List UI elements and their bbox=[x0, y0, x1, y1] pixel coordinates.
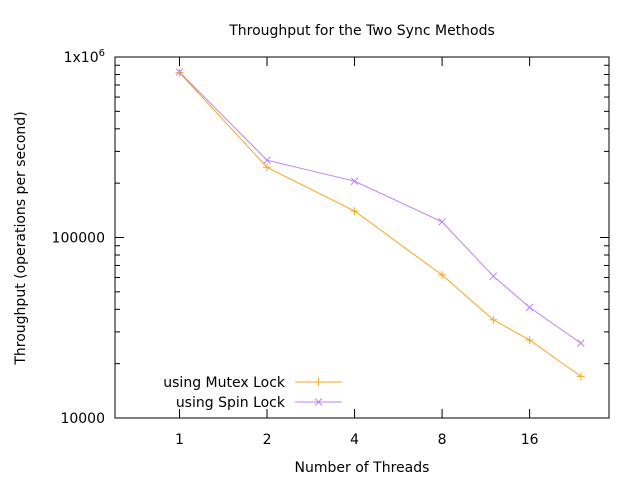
plot-area: 1 2 4 8 16 10000 100000 1x106 using Mutex Lock us… bbox=[52, 48, 610, 448]
legend-label-using-spin-lock: using Spin Lock bbox=[176, 395, 286, 411]
x-tick-label: 4 bbox=[350, 432, 359, 448]
plot-frame bbox=[114, 56, 610, 419]
data-point-using-spin-lock bbox=[489, 272, 498, 281]
data-point-using-spin-lock bbox=[350, 177, 359, 186]
data-point-using-spin-lock bbox=[576, 339, 585, 347]
x-tick-label: 1 bbox=[175, 432, 184, 448]
legend-marker-using-spin-lock bbox=[314, 398, 323, 406]
data-point-using-mutex-lock bbox=[438, 270, 447, 279]
chart-title: Throughput for the Two Sync Methods bbox=[228, 23, 495, 39]
x-tick-label: 2 bbox=[263, 432, 272, 448]
y-tick-label: 1x106 bbox=[64, 48, 105, 66]
series-line-using-spin-lock bbox=[179, 71, 582, 344]
series-line-using-mutex-lock bbox=[179, 72, 582, 377]
data-point-using-spin-lock bbox=[438, 218, 446, 226]
x-tick-label: 16 bbox=[521, 432, 539, 448]
data-point-using-spin-lock bbox=[263, 156, 271, 165]
x-tick-label: 8 bbox=[438, 432, 447, 448]
data-point-using-mutex-lock bbox=[489, 315, 498, 324]
data-point-using-mutex-lock bbox=[263, 163, 272, 172]
y-tick-label: 100000 bbox=[52, 231, 105, 247]
data-point-using-mutex-lock bbox=[525, 336, 534, 345]
x-axis-label: Number of Threads bbox=[295, 460, 430, 476]
data-point-using-mutex-lock bbox=[576, 372, 585, 381]
y-axis-label: Throughput (operations per second) bbox=[13, 111, 29, 365]
y-tick-label: 10000 bbox=[60, 411, 105, 427]
data-point-using-mutex-lock bbox=[350, 207, 359, 216]
data-point-using-spin-lock bbox=[175, 68, 184, 76]
data-point-using-spin-lock bbox=[525, 303, 534, 312]
legend-label-using-mutex-lock: using Mutex Lock bbox=[163, 375, 286, 391]
legend-marker-using-mutex-lock bbox=[314, 378, 323, 386]
